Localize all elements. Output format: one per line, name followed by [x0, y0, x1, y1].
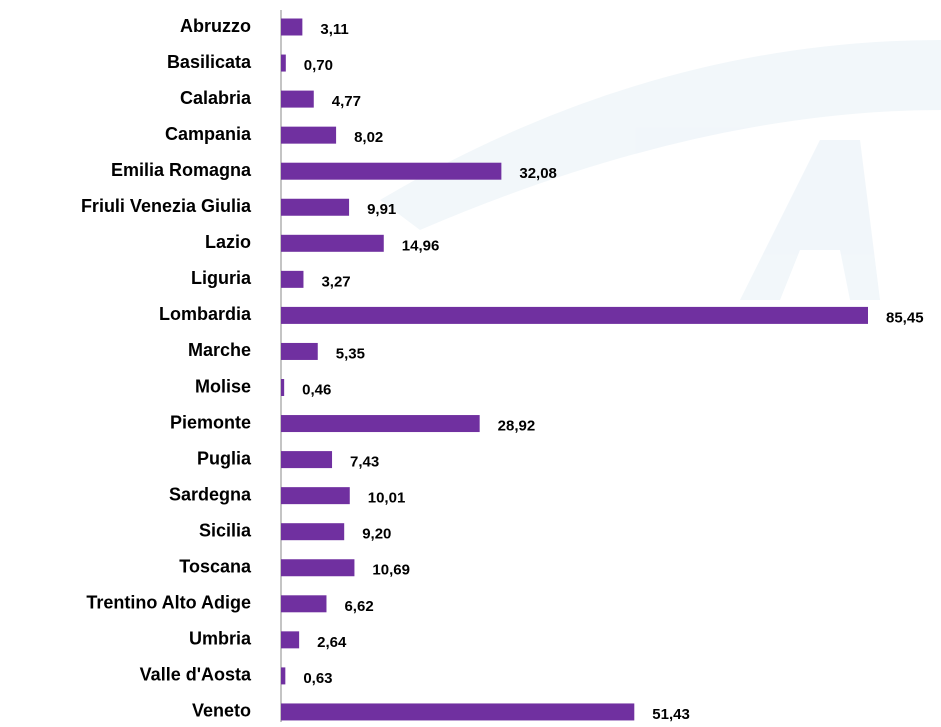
- category-label: Basilicata: [167, 52, 252, 72]
- bar: [281, 342, 318, 360]
- bar: [281, 523, 345, 541]
- value-label: 5,35: [336, 345, 365, 362]
- bar: [281, 379, 285, 396]
- category-label: Piemonte: [170, 412, 251, 432]
- value-label: 10,69: [372, 562, 410, 579]
- category-label: Puglia: [197, 448, 252, 468]
- value-label: 2,64: [317, 634, 347, 651]
- value-label: 51,43: [652, 706, 690, 723]
- value-label: 28,92: [498, 418, 536, 435]
- bar: [281, 667, 286, 685]
- bar: [281, 306, 868, 324]
- bar: [281, 198, 350, 216]
- value-label: 0,63: [303, 670, 332, 687]
- category-label: Liguria: [191, 268, 252, 288]
- category-label: Friuli Venezia Giulia: [81, 196, 252, 216]
- value-label: 85,45: [886, 309, 924, 326]
- bar: [281, 415, 480, 433]
- category-label: Lazio: [205, 232, 251, 252]
- bar: [281, 595, 327, 613]
- value-label: 14,96: [402, 237, 440, 254]
- value-label: 3,11: [320, 21, 348, 38]
- bar: [281, 234, 384, 252]
- value-label: 0,46: [302, 381, 331, 398]
- category-label: Valle d'Aosta: [140, 665, 252, 685]
- value-label: 7,43: [350, 454, 379, 471]
- category-label: Umbria: [189, 629, 252, 649]
- category-label: Sicilia: [199, 520, 252, 540]
- value-label: 9,20: [362, 526, 391, 543]
- category-label: Trentino Alto Adige: [86, 593, 251, 613]
- bar: [281, 126, 337, 144]
- category-label: Sardegna: [169, 484, 252, 504]
- category-label: Veneto: [192, 701, 251, 721]
- bar: [281, 90, 314, 108]
- value-label: 9,91: [367, 201, 396, 218]
- bar: [281, 270, 304, 288]
- category-label: Molise: [195, 376, 251, 396]
- category-label: Campania: [165, 124, 252, 144]
- bar: [281, 559, 355, 577]
- category-label: Abruzzo: [180, 16, 251, 36]
- bar: [281, 487, 350, 505]
- bar: [281, 703, 635, 721]
- value-label: 8,02: [354, 129, 383, 146]
- bar: [281, 18, 303, 36]
- value-label: 4,77: [332, 93, 361, 110]
- category-label: Emilia Romagna: [111, 160, 252, 180]
- bar: [281, 54, 286, 72]
- bar: [281, 451, 333, 469]
- watermark: [380, 40, 941, 300]
- value-label: 6,62: [344, 598, 373, 615]
- bar: [281, 162, 502, 180]
- category-label: Marche: [188, 340, 251, 360]
- value-label: 32,08: [519, 165, 557, 182]
- value-label: 0,70: [304, 57, 333, 74]
- category-label: Toscana: [179, 557, 252, 577]
- category-label: Calabria: [180, 88, 252, 108]
- bar: [281, 631, 300, 649]
- category-label: Lombardia: [159, 304, 252, 324]
- value-label: 3,27: [321, 273, 350, 290]
- value-label: 10,01: [368, 490, 406, 507]
